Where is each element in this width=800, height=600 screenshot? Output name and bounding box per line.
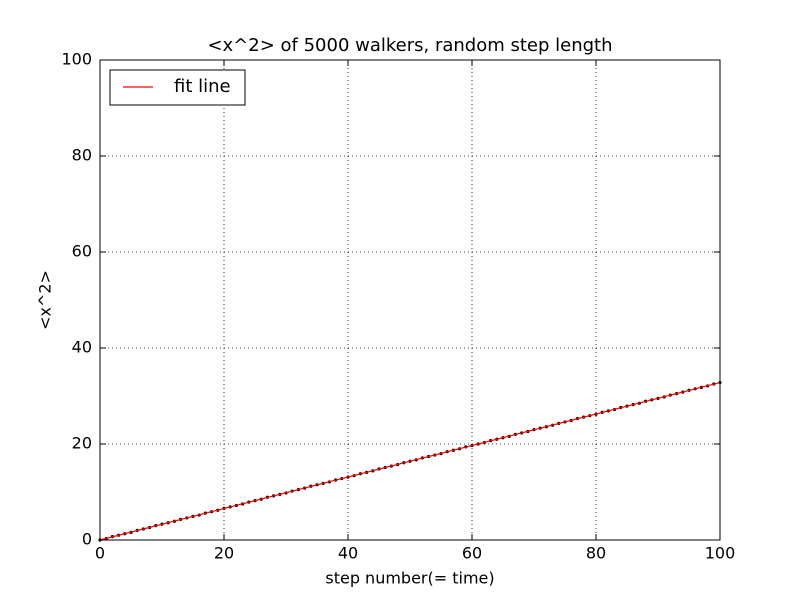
- y-tick-label: 100: [61, 50, 92, 69]
- x-tick-label: 0: [95, 544, 105, 563]
- y-axis-label: <x^2>: [36, 270, 55, 330]
- plot-frame: [99, 59, 721, 541]
- x-axis-label: step number(= time): [325, 569, 494, 588]
- fit-line: [99, 381, 721, 541]
- legend-label: fit line: [174, 76, 231, 97]
- y-tick-label: 40: [72, 338, 92, 357]
- x-tick-label: 100: [705, 544, 736, 563]
- chart-title: <x^2> of 5000 walkers, random step lengt…: [207, 35, 612, 56]
- y-tick-label: 60: [72, 242, 92, 261]
- x-tick-label: 80: [586, 544, 606, 563]
- y-tick-label: 80: [72, 146, 92, 165]
- x-tick-label: 40: [338, 544, 358, 563]
- x-tick-label: 60: [462, 544, 482, 563]
- x-tick-label: 20: [214, 544, 234, 563]
- y-tick-label: 20: [72, 434, 92, 453]
- y-tick-label: 0: [82, 530, 92, 549]
